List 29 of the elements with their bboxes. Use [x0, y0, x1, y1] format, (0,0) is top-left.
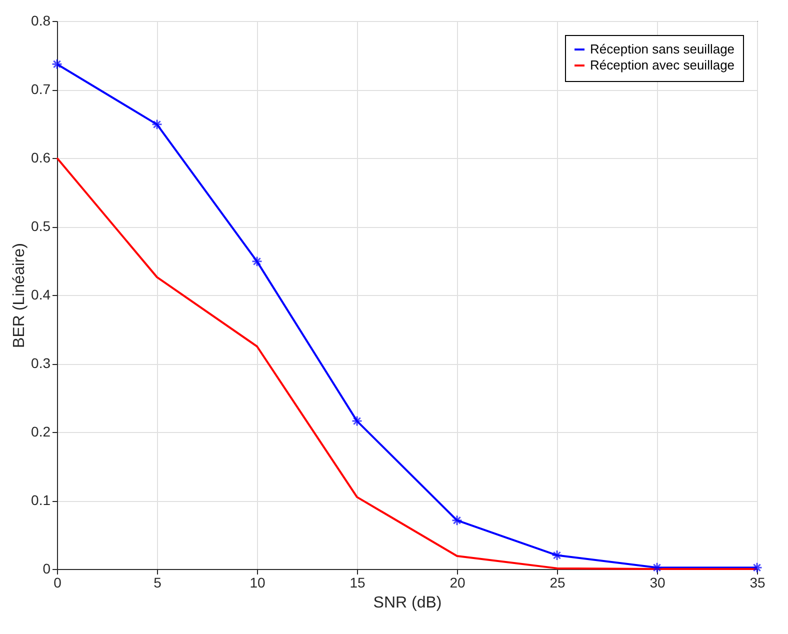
point — [652, 562, 662, 574]
y-tick-label: 0.1 — [31, 492, 51, 508]
x-tick-label: 10 — [250, 574, 266, 590]
legend-label: Réception avec seuillage — [590, 58, 735, 72]
y-tick-label: 0.8 — [31, 12, 51, 28]
x-tick-label: 5 — [154, 574, 162, 590]
point — [452, 514, 462, 526]
point — [152, 118, 162, 130]
y-tick-label: 0.2 — [31, 424, 51, 440]
y-tick-label: 0 — [42, 560, 51, 576]
x-tick-label: 20 — [450, 574, 466, 590]
x-axis-title: SNR (dB) — [373, 594, 442, 612]
y-tick-label: 0.6 — [31, 150, 51, 166]
point — [752, 562, 762, 574]
point — [352, 416, 362, 427]
x-tick-label: 25 — [550, 574, 566, 590]
x-tick-label: 15 — [350, 574, 366, 590]
point — [252, 256, 262, 267]
point — [552, 550, 562, 561]
y-tick-label: 0.7 — [31, 81, 51, 97]
x-tick-label: 0 — [54, 574, 62, 590]
y-tick-label: 0.3 — [31, 355, 51, 371]
x-tick-label: 35 — [750, 574, 766, 590]
y-tick-label: 0.4 — [31, 286, 51, 302]
x-tick-label: 30 — [650, 574, 666, 590]
y-tick-label: 0.5 — [31, 218, 51, 234]
y-axis-title: BER (Linéaire) — [11, 243, 28, 348]
legend-label: Réception sans seuillage — [590, 42, 735, 56]
point — [52, 58, 62, 70]
